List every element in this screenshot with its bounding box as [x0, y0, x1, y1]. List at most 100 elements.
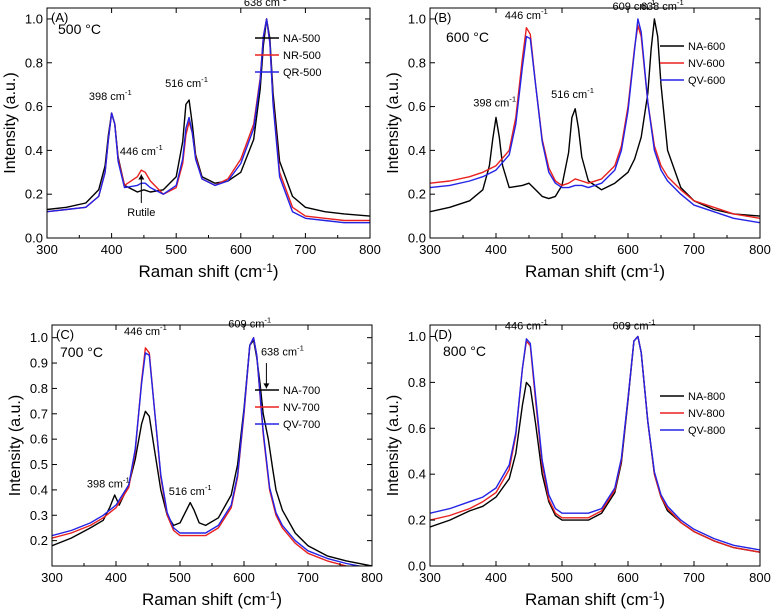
x-tick-label: 500 [551, 242, 573, 257]
peak-annotation: 398 cm-1 [473, 95, 516, 110]
x-tick-label: 600 [617, 570, 639, 585]
peak-annotation: 516 cm-1 [169, 483, 212, 498]
peak-annotation: 638 cm-1 [261, 343, 304, 358]
legend: NA-600 NV-600 QV-600 [660, 41, 725, 87]
peak-annotation: 609 cm-1 [228, 316, 271, 331]
x-tick-label: 600 [233, 570, 255, 585]
annotation-arrow [263, 363, 270, 389]
series-line-NV-800 [430, 335, 760, 553]
y-tick-label: 0.7 [30, 406, 48, 421]
x-tick-label: 500 [165, 242, 187, 257]
y-axis-label: Intensity (a.u.) [7, 395, 24, 496]
y-tick-label: 0.6 [408, 421, 426, 436]
y-axis-label: Intensity (a.u.) [385, 72, 402, 173]
y-axis-label: Intensity (a.u.) [2, 72, 19, 173]
x-tick-label: 400 [105, 570, 127, 585]
y-tick-label: 0.4 [25, 143, 43, 158]
x-tick-label: 300 [419, 570, 441, 585]
x-tick-label: 700 [683, 242, 705, 257]
legend-entry: QV-700 [283, 419, 320, 431]
series-line-QR-500 [47, 18, 370, 224]
x-tick-label: 800 [749, 570, 771, 585]
y-tick-label: 0.8 [25, 55, 43, 70]
y-tick-label: 0.8 [30, 381, 48, 396]
peak-annotation: 398 cm-1 [87, 475, 130, 490]
y-tick-label: 0.5 [30, 457, 48, 472]
legend-entry: NA-800 [688, 391, 725, 403]
peak-annotation: 609 cm-1 [612, 318, 655, 333]
y-tick-label: 0.2 [408, 513, 426, 528]
y-tick-label: 0.4 [30, 482, 48, 497]
x-tick-label: 300 [41, 570, 63, 585]
peak-annotation: 609 cm-1 [612, 0, 655, 13]
series-line-NV-600 [430, 24, 760, 219]
y-tick-label: 1.0 [408, 11, 426, 26]
plot-frame [46, 7, 371, 239]
panel-3: 300 400 500 600 700 800 0.2 0.3 0.4 0.5 0.6 0.7 0.8 0… [7, 316, 383, 609]
legend-entry: QV-600 [688, 75, 725, 87]
panel-label: (C) [56, 327, 74, 342]
peak-annotation: 638 cm-1 [641, 0, 684, 13]
y-tick-label: 0.3 [30, 508, 48, 523]
series-line-NA-600 [430, 18, 760, 217]
y-tick-label: 0.2 [408, 187, 426, 202]
x-axis-label: Raman shift (cm-1) [525, 261, 665, 281]
y-tick-label: 0.4 [408, 467, 426, 482]
panel-label: (B) [434, 10, 451, 25]
legend-entry: QV-800 [688, 425, 725, 437]
y-axis-label: Intensity (a.u.) [385, 395, 402, 496]
x-tick-label: 800 [361, 570, 383, 585]
x-tick-label: 400 [101, 242, 123, 257]
plot-frame [429, 324, 761, 567]
y-tick-label: 0.9 [30, 356, 48, 371]
x-tick-label: 400 [485, 242, 507, 257]
legend: NA-700 NV-700 QV-700 [255, 385, 320, 431]
peak-annotation: 516 cm-1 [165, 75, 208, 90]
legend: NA-800 NV-800 QV-800 [660, 391, 725, 437]
x-tick-label: 500 [551, 570, 573, 585]
peak-annotation: 446 cm-1 [505, 7, 548, 22]
series-line-NV-700 [52, 337, 350, 566]
y-tick-label: 0.6 [25, 99, 43, 114]
y-tick-label: 1.0 [408, 329, 426, 344]
y-tick-label: 0.0 [408, 559, 426, 574]
x-tick-label: 300 [36, 242, 58, 257]
x-axis-label: Raman shift (cm-1) [142, 589, 282, 609]
legend-entry: NA-500 [283, 33, 320, 45]
y-tick-label: 0.2 [30, 533, 48, 548]
x-tick-label: 700 [295, 242, 317, 257]
legend-entry: NA-700 [283, 385, 320, 397]
series-line-QV-600 [430, 18, 760, 224]
panel-2: 300 400 500 600 700 800 0.0 0.2 0.4 0.6 0.8 1.0 Rama… [385, 0, 771, 281]
y-tick-label: 0.8 [408, 375, 426, 390]
peak-annotation: 446 cm-1 [120, 143, 163, 158]
x-tick-label: 800 [359, 242, 381, 257]
x-tick-label: 600 [230, 242, 252, 257]
y-tick-label: 0.4 [408, 143, 426, 158]
y-tick-label: 1.0 [25, 11, 43, 26]
series-line-NA-500 [47, 18, 370, 217]
temperature-label: 500 °C [58, 21, 101, 37]
peak-annotation: 398 cm-1 [89, 88, 132, 103]
peak-annotation: 446 cm-1 [124, 323, 167, 338]
y-tick-label: 0.6 [408, 99, 426, 114]
x-tick-label: 800 [749, 242, 771, 257]
peak-annotation: Rutile [127, 207, 155, 219]
x-axis-label: Raman shift (cm-1) [525, 589, 665, 609]
series-line-NR-500 [47, 18, 370, 222]
y-tick-label: 0.0 [25, 231, 43, 246]
series-line-NA-800 [430, 335, 760, 553]
peak-annotation: 516 cm-1 [551, 86, 594, 101]
panel-1: 300 400 500 600 700 800 0.0 0.2 0.4 0.6 0.8 1.0 Rama… [2, 0, 381, 281]
legend-entry: NR-500 [283, 50, 321, 62]
legend-entry: QR-500 [283, 67, 322, 79]
panel-label: (A) [51, 10, 68, 25]
x-tick-label: 700 [683, 570, 705, 585]
peak-annotation: 446 cm-1 [505, 318, 548, 333]
y-tick-label: 1.0 [30, 330, 48, 345]
x-tick-label: 600 [617, 242, 639, 257]
panel-4: 300 400 500 600 700 800 0.0 0.2 0.4 0.6 0.8 1.0 Rama… [385, 318, 771, 609]
temperature-label: 700 °C [60, 344, 103, 360]
legend-entry: NV-800 [688, 408, 725, 420]
